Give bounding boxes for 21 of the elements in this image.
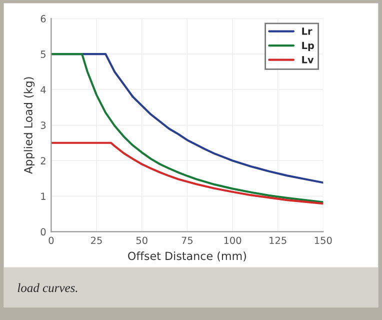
x-tick-label: 25 [91,236,102,244]
y-tick-label: 1 [41,192,46,200]
y-tick-label: 5 [40,50,46,58]
y-tick-label: 0 [40,228,46,236]
legend-label: Lp [302,42,314,51]
x-tick-label: 50 [136,236,148,244]
text: load curves. [18,283,78,292]
x-tick-label: 75 [182,236,193,244]
y-tick-label: 2 [40,157,46,164]
y-tick-label: 4 [40,86,46,94]
legend-label: Lv [302,56,314,64]
x-tick-label: 100 [224,236,242,244]
x-axis-title: Offset Distance (mm) [128,252,246,262]
y-tick-label: 6 [40,15,46,22]
y-axis-title: Applied Load (kg) [24,77,35,174]
y-tick-label: 3 [40,122,46,129]
line-series [51,142,324,205]
legend-label: Lr [302,28,312,35]
x-tick-label: 0 [48,236,54,244]
x-tick-label: 150 [314,236,332,244]
x-tick-label: 125 [270,236,286,244]
